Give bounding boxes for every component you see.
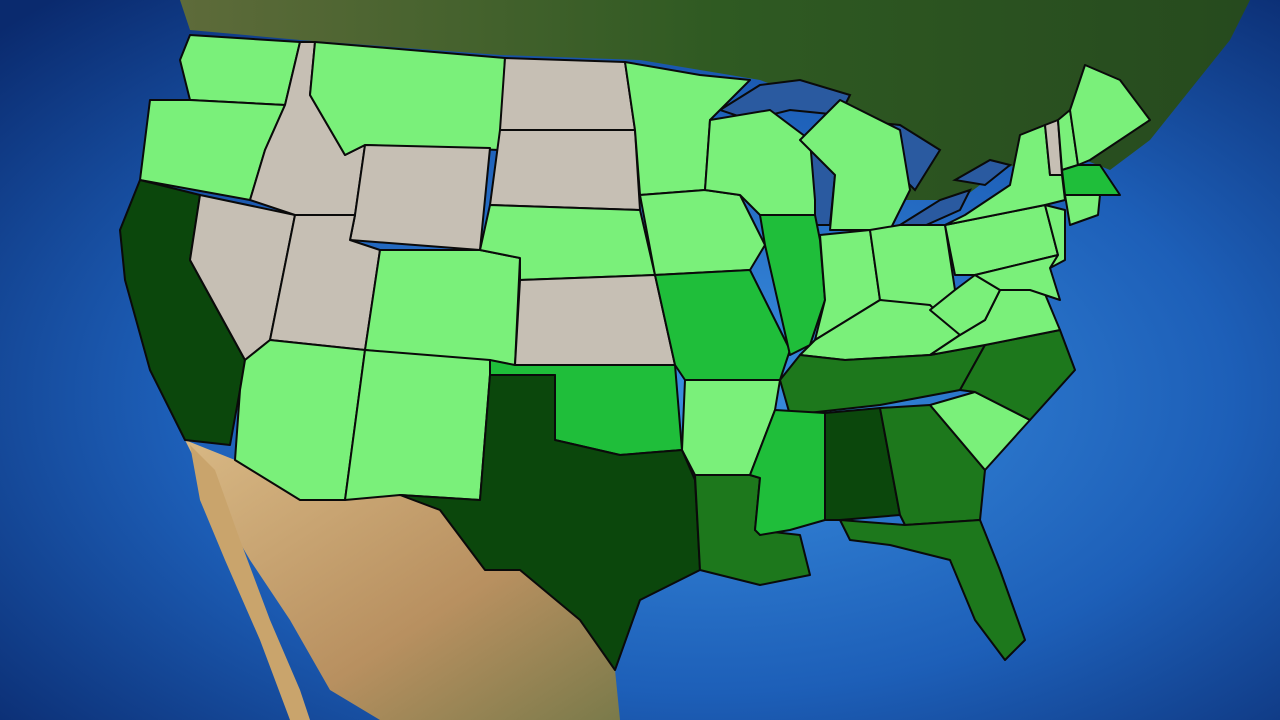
lake-ontario bbox=[952, 158, 1013, 187]
state-tx bbox=[399, 374, 701, 671]
state-il bbox=[759, 214, 826, 356]
state-wa bbox=[179, 34, 301, 106]
state-co bbox=[364, 249, 521, 366]
state-fl bbox=[839, 519, 1026, 661]
state-ma bbox=[1061, 164, 1121, 196]
state-wy bbox=[349, 144, 491, 251]
state-mt bbox=[309, 41, 506, 156]
baja-peninsula bbox=[190, 445, 310, 720]
state-ks bbox=[514, 274, 676, 366]
state-sd bbox=[489, 129, 641, 211]
mexico-land bbox=[185, 440, 620, 720]
state-nd bbox=[499, 57, 636, 131]
state-md bbox=[974, 254, 1061, 301]
state-oh bbox=[869, 224, 956, 311]
state-ct bbox=[1064, 194, 1101, 226]
state-nm bbox=[344, 349, 491, 501]
state-mi bbox=[799, 99, 911, 231]
state-nj bbox=[1044, 204, 1066, 269]
canada-land bbox=[180, 0, 1250, 200]
state-al bbox=[824, 407, 901, 521]
